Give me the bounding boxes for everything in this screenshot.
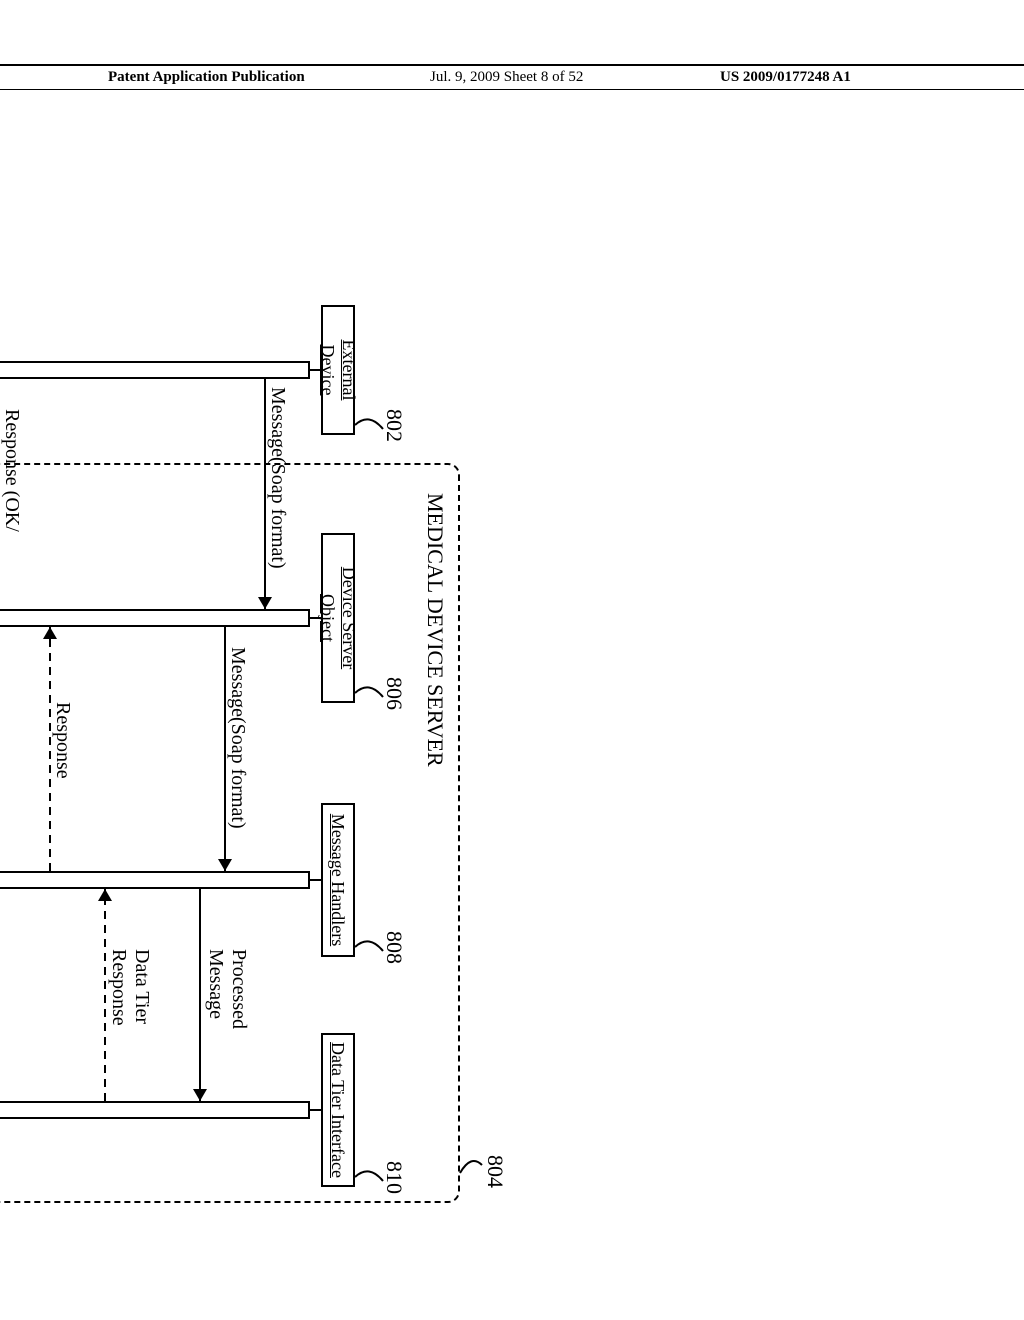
ref-800-arrow bbox=[519, 285, 520, 286]
header-left: Patent Application Publication bbox=[108, 69, 305, 86]
object-data-tier-interface: Data Tier Interface bbox=[321, 1033, 355, 1187]
object-device-server-object: Device Server Object bbox=[321, 533, 355, 703]
medical-device-server-box bbox=[0, 463, 460, 1203]
object-message-handlers: Message Handlers bbox=[321, 803, 355, 957]
sequence-diagram: MEDICAL DEVICE SERVER 804 802 External Devi… bbox=[0, 285, 520, 1215]
server-title: MEDICAL DEVICE SERVER bbox=[422, 493, 448, 767]
lifeline-external-device bbox=[0, 361, 310, 379]
message-label-5: Response (OK/WARNING/FAIL) bbox=[0, 409, 23, 559]
message-label-4: Response bbox=[51, 702, 74, 779]
ref-804: 804 bbox=[482, 1155, 508, 1188]
lifeline-data-tier-interface bbox=[0, 1101, 310, 1119]
object-external-device: External Device bbox=[321, 305, 355, 435]
ref-808: 808 bbox=[381, 931, 407, 964]
lifeline-message-handlers bbox=[0, 871, 310, 889]
diagram-rotated-wrapper: MEDICAL DEVICE SERVER804802External Devi… bbox=[140, 200, 900, 1130]
message-label-2: ProcessedMessage bbox=[204, 949, 250, 1029]
ref-810: 810 bbox=[381, 1161, 407, 1194]
header-mid: Jul. 9, 2009 Sheet 8 of 52 bbox=[430, 69, 583, 86]
page-header: Patent Application Publication Jul. 9, 2… bbox=[0, 64, 1024, 90]
message-label-0: Message(Soap format) bbox=[266, 387, 289, 569]
message-label-1: Message(Soap format) bbox=[226, 647, 249, 829]
figure-area: MEDICAL DEVICE SERVER804802External Devi… bbox=[140, 200, 900, 1130]
ref-802: 802 bbox=[381, 409, 407, 442]
lifeline-device-server-object bbox=[0, 609, 310, 627]
ref-806: 806 bbox=[381, 677, 407, 710]
message-label-3: Data TierResponse bbox=[107, 949, 153, 1026]
header-right: US 2009/0177248 A1 bbox=[720, 69, 851, 86]
